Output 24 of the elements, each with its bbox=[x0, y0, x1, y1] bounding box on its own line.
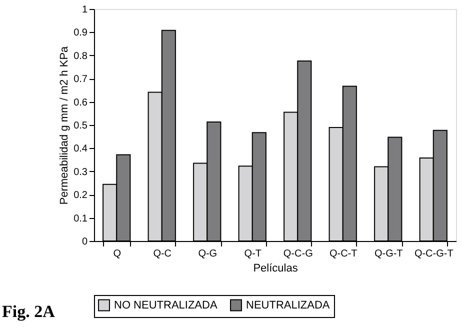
x-tick-label: Q-T bbox=[244, 248, 262, 260]
y-tick-label: 1 bbox=[82, 4, 88, 16]
y-tick-label: 0.6 bbox=[74, 97, 88, 108]
y-axis-title: Permeabilidad g mm / m2 h KPa bbox=[58, 45, 71, 205]
y-tick-label: 0.5 bbox=[74, 120, 88, 132]
y-tick-label: 0.1 bbox=[74, 213, 88, 224]
x-tick-label: Q-G-T bbox=[374, 248, 403, 260]
x-tick-label: Q-C-G-T bbox=[414, 248, 454, 260]
y-tick-label: 0.8 bbox=[74, 50, 88, 62]
x-tick-label: Q-C-T bbox=[329, 248, 358, 260]
y-tick-label: 0.3 bbox=[74, 166, 88, 178]
x-tick-label: Q-C-G bbox=[283, 248, 314, 260]
x-tick-label: Q bbox=[113, 248, 122, 260]
y-tick-label: 0 bbox=[82, 236, 88, 248]
caption: Fig. 2A bbox=[2, 302, 56, 321]
x-tick-label: Q-G bbox=[198, 248, 218, 260]
y-tick-label: 0.2 bbox=[74, 190, 88, 202]
y-tick-label: 0.4 bbox=[74, 144, 88, 155]
x-tick-label: Q-C bbox=[153, 248, 172, 260]
x-axis-title: Películas bbox=[253, 262, 298, 274]
y-tick-label: 0.7 bbox=[74, 74, 88, 86]
y-tick-label: 0.9 bbox=[74, 28, 88, 39]
legend-label: NEUTRALIZADA bbox=[246, 299, 330, 312]
legend-label: NO NEUTRALIZADA bbox=[114, 299, 218, 312]
